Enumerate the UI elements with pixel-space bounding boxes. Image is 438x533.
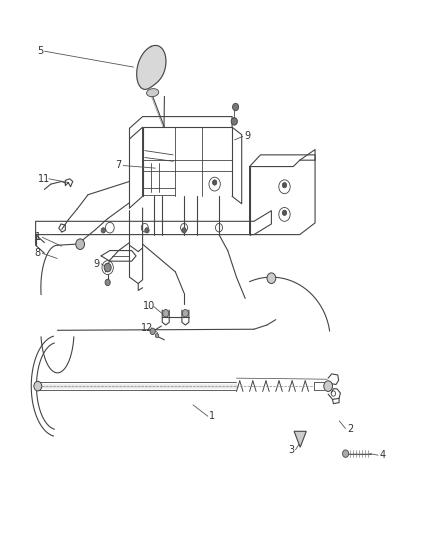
Text: 4: 4: [380, 450, 386, 460]
Text: 9: 9: [94, 259, 100, 269]
Polygon shape: [137, 45, 166, 90]
Text: 10: 10: [143, 301, 155, 311]
Text: 1: 1: [35, 232, 41, 243]
Circle shape: [182, 310, 188, 317]
Circle shape: [231, 118, 237, 125]
Circle shape: [150, 328, 155, 335]
Text: 12: 12: [141, 322, 153, 333]
Circle shape: [155, 334, 159, 338]
Text: 3: 3: [288, 445, 294, 455]
Circle shape: [101, 228, 106, 233]
Circle shape: [212, 180, 217, 185]
Circle shape: [233, 103, 239, 111]
Circle shape: [283, 182, 287, 188]
Text: 5: 5: [37, 46, 43, 56]
Circle shape: [104, 263, 111, 272]
Text: 2: 2: [347, 424, 353, 434]
Circle shape: [283, 210, 287, 215]
Text: 11: 11: [38, 174, 50, 184]
Text: 1: 1: [209, 411, 215, 422]
Circle shape: [267, 273, 276, 284]
Polygon shape: [294, 431, 306, 447]
Text: 9: 9: [244, 131, 251, 141]
Circle shape: [343, 450, 349, 457]
Circle shape: [105, 279, 110, 286]
Ellipse shape: [147, 88, 159, 96]
Circle shape: [324, 381, 332, 391]
Circle shape: [182, 228, 186, 233]
Circle shape: [145, 228, 149, 233]
Circle shape: [162, 310, 169, 317]
Circle shape: [76, 239, 85, 249]
Ellipse shape: [34, 381, 42, 391]
Text: 7: 7: [116, 160, 122, 171]
Text: 8: 8: [35, 248, 41, 258]
